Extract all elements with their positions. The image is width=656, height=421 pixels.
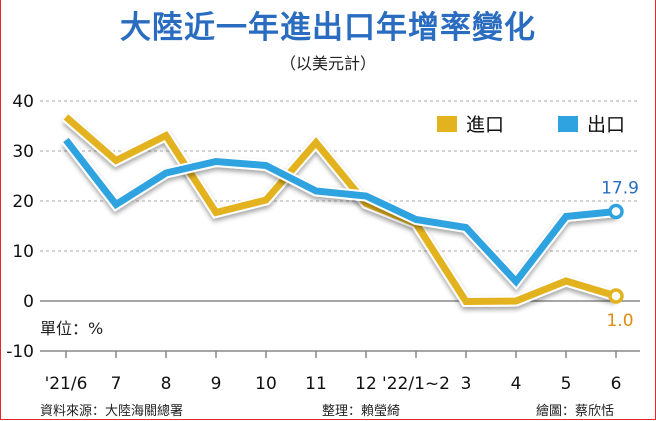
y-tick-label: -10 [6,342,34,362]
x-tick-label: 11 [305,374,327,394]
chart-title: 大陸近一年進出口年增率變化 [120,10,536,46]
footer-graphic: 繪圖：蔡欣恬 [536,404,615,419]
footer-compiled: 整理：賴瑩綺 [322,404,401,419]
x-tick-label: '22/1~2 [382,374,450,394]
legend-swatch [437,116,457,132]
footer-source: 資料來源：大陸海關總署 [40,404,184,419]
x-tick-label: 10 [255,374,277,394]
end-point-marker [608,203,624,220]
x-tick-label: 12 [355,374,377,394]
legend-label: 出口 [587,114,625,136]
x-tick-label: 3 [461,374,472,394]
legend-label: 進口 [466,114,504,136]
y-tick-label: 10 [12,242,34,262]
data-label: 17.9 [601,179,639,199]
series-line-出口 [63,137,617,287]
x-tick-label: '21/6 [45,374,88,394]
y-tick-label: 30 [12,142,34,162]
x-tick-label: 6 [611,374,622,394]
data-label: 1.0 [606,311,633,331]
unit-label: 單位：% [40,319,103,338]
x-tick-label: 9 [211,374,222,394]
x-tick-label: 4 [511,374,522,394]
x-tick-label: 5 [561,374,572,394]
y-tick-label: 20 [12,192,34,212]
y-tick-label: 0 [23,292,34,312]
series-line-進口 [63,114,618,306]
end-point-marker [608,288,624,304]
chart-subtitle: （以美元計） [279,54,376,73]
x-tick-label: 8 [161,374,172,394]
y-tick-label: 40 [12,92,34,112]
legend-swatch [558,116,578,132]
x-tick-label: 7 [111,374,122,394]
